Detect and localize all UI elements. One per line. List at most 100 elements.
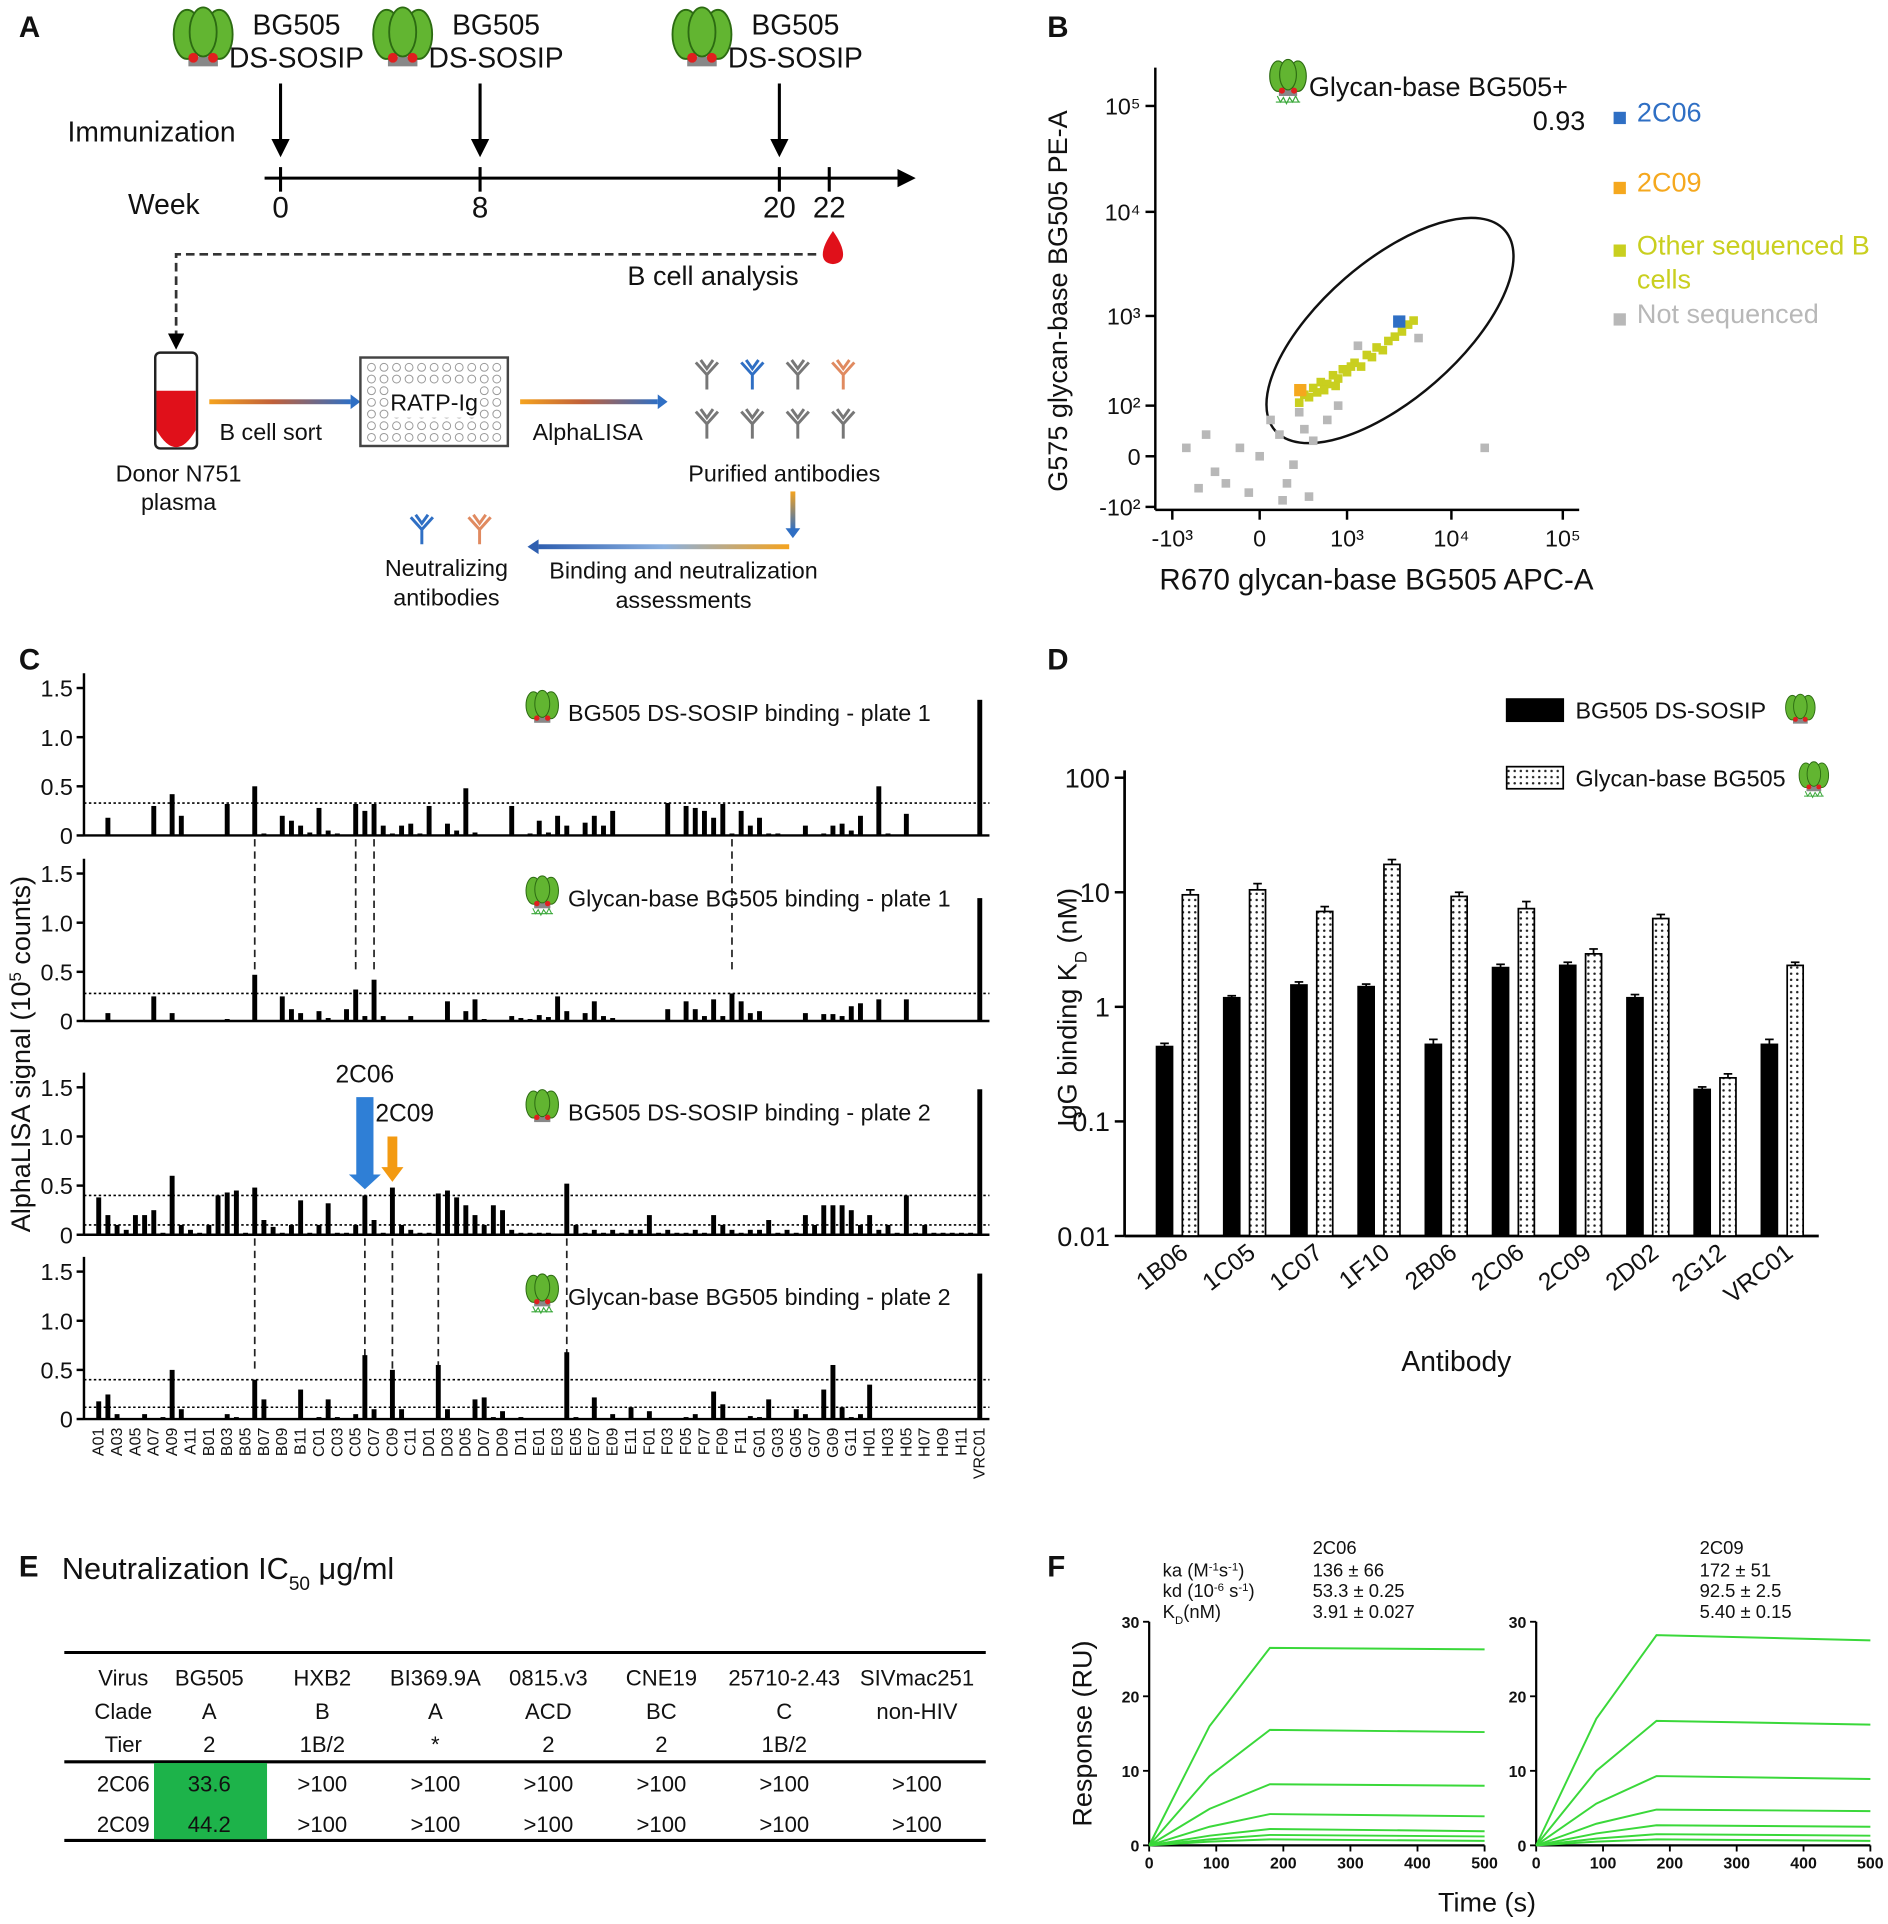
- week-label: 20: [763, 191, 796, 224]
- bar: [913, 1232, 918, 1235]
- bar: [316, 1417, 322, 1420]
- header-cell: 1B/2: [300, 1732, 345, 1757]
- stem: [534, 717, 551, 723]
- header-cell: Tier: [105, 1732, 142, 1757]
- bar: [435, 1193, 441, 1235]
- sensorgram: [1535, 1775, 1871, 1847]
- x-tick-label: C05: [348, 1428, 365, 1457]
- header-cell: 25710-2.43: [728, 1666, 840, 1691]
- trimer-icon: [1269, 58, 1307, 105]
- point: [1356, 362, 1366, 371]
- bar: [848, 1417, 854, 1420]
- protomer: [388, 6, 418, 58]
- antibody-icon: [409, 513, 434, 545]
- well: [429, 374, 439, 384]
- point: [1480, 443, 1490, 453]
- bar: [646, 1411, 652, 1420]
- x-axis-label: Time (s): [1438, 1888, 1536, 1918]
- bar: [353, 1414, 359, 1420]
- bar: [858, 1003, 863, 1021]
- bar: [903, 999, 909, 1021]
- bar: [527, 1232, 533, 1235]
- well: [392, 432, 401, 442]
- bar: [775, 1232, 781, 1235]
- x-tick-label: E03: [550, 1428, 567, 1457]
- y-axis-label: AlphaLISA signal (105 counts): [5, 876, 36, 1232]
- bar: [683, 1232, 689, 1235]
- y-tick-label: 10: [1122, 1764, 1140, 1781]
- trimer-icon: [525, 1089, 559, 1123]
- well: [454, 374, 464, 384]
- bar: [472, 1215, 478, 1235]
- point: [1194, 483, 1203, 493]
- bar: [555, 815, 561, 836]
- point: [1312, 388, 1322, 397]
- x-tick-label: B03: [219, 1428, 236, 1457]
- flow-arrow: [790, 491, 796, 531]
- y-tick-label: -10²: [1099, 494, 1141, 520]
- bar: [1315, 910, 1334, 1237]
- plate-title: Glycan-base BG505 binding - plate 1: [568, 886, 951, 912]
- y-tick-label: 10⁵: [1105, 94, 1141, 120]
- bar: [536, 1015, 542, 1021]
- bar: [747, 1229, 753, 1235]
- bar: [417, 1232, 423, 1235]
- well: [392, 362, 401, 372]
- bar: [601, 825, 606, 836]
- bar: [472, 1399, 478, 1420]
- x-tick-label: D05: [458, 1428, 475, 1457]
- bar: [371, 1220, 377, 1235]
- x-tick-label: 300: [1723, 1856, 1750, 1873]
- bar: [564, 1183, 570, 1235]
- point: [1300, 424, 1309, 434]
- legend-label: Glycan-base BG505: [1576, 765, 1786, 791]
- well: [417, 432, 427, 442]
- bar: [399, 1224, 405, 1235]
- stem: [687, 56, 717, 67]
- text-part: (nM): [1183, 1601, 1221, 1622]
- legend-label: Other sequenced B cells: [1636, 229, 1870, 295]
- bar: [371, 804, 377, 836]
- parameter-value: 5.40 ± 0.15: [1700, 1601, 1792, 1622]
- bar: [812, 1224, 818, 1235]
- trimer-icon: [525, 875, 559, 917]
- step-label: Neutralizing: [385, 555, 508, 581]
- bar: [224, 1019, 230, 1021]
- highlight-cell: [154, 1763, 268, 1840]
- bar: [738, 1232, 744, 1235]
- bar: [490, 1205, 496, 1235]
- point: [1322, 379, 1332, 389]
- header-cell: CNE19: [626, 1666, 697, 1691]
- well: [429, 432, 439, 442]
- step-label: antibodies: [393, 585, 499, 611]
- well: [467, 421, 477, 431]
- bar: [105, 817, 111, 836]
- subscript: D: [1175, 1615, 1183, 1627]
- gate-value: 0.93: [1533, 106, 1586, 136]
- bar: [628, 1229, 634, 1235]
- text-part: kd (10: [1163, 1580, 1214, 1601]
- bar: [573, 1417, 579, 1420]
- x-tick-label: H03: [880, 1428, 897, 1457]
- bar: [545, 832, 551, 836]
- x-tick-label: 400: [1404, 1856, 1431, 1873]
- well: [392, 421, 401, 431]
- x-tick-label: 0: [1253, 526, 1266, 552]
- y-tick-label: 0: [60, 1222, 73, 1248]
- bar: [316, 1224, 322, 1235]
- glycan-dot: [534, 900, 540, 907]
- bar: [261, 833, 267, 836]
- bar: [279, 1232, 285, 1235]
- point: [1308, 383, 1318, 393]
- bar: [252, 786, 258, 836]
- protomer: [534, 1089, 551, 1118]
- y-tick-label: 0: [60, 823, 73, 849]
- bar: [1491, 966, 1510, 1237]
- point: [1304, 492, 1314, 501]
- bar: [830, 1014, 836, 1021]
- x-tick-label: F01: [641, 1428, 658, 1456]
- x-tick-label: B01: [201, 1428, 218, 1457]
- bar: [839, 1016, 845, 1021]
- well: [467, 374, 477, 384]
- bar: [720, 1224, 726, 1235]
